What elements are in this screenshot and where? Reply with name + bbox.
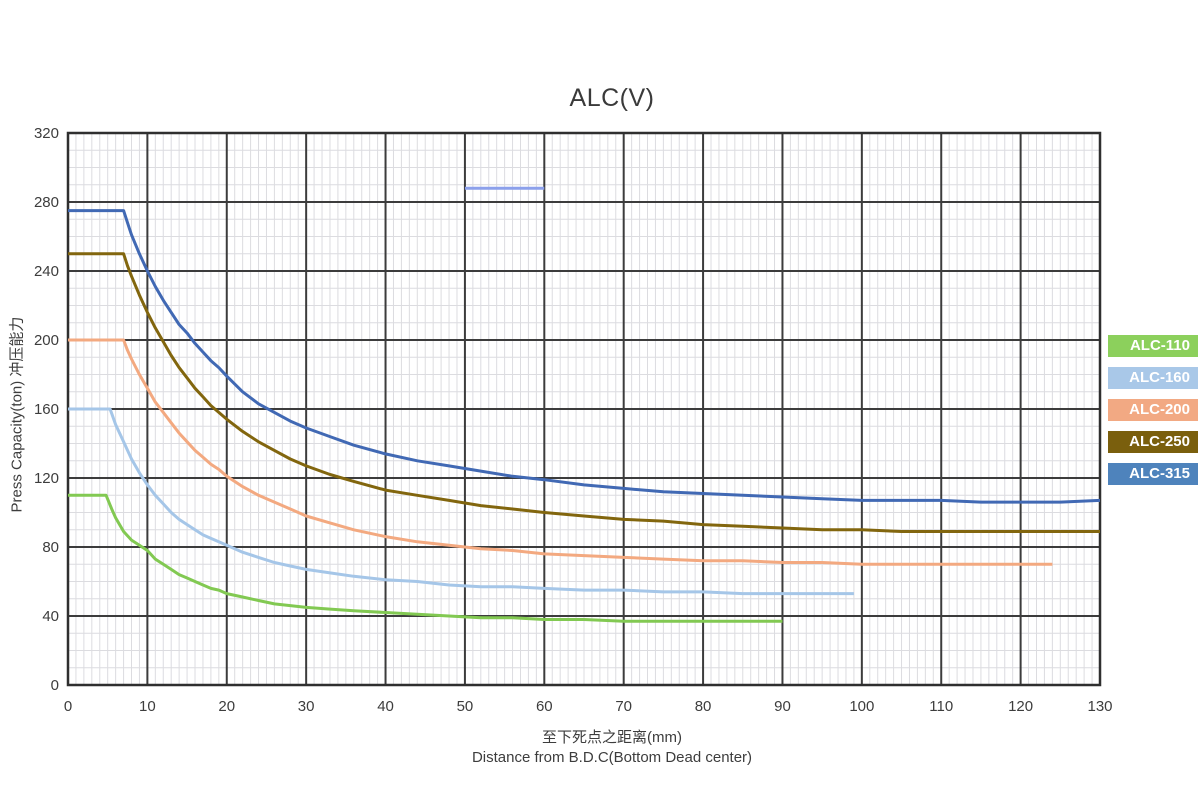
legend-item-alc-160: ALC-160: [1108, 367, 1198, 389]
series-curve-alc-110: [68, 493, 783, 623]
y-tick-label: 80: [42, 539, 59, 556]
x-tick-label: 120: [1008, 698, 1033, 715]
x-tick-label: 80: [695, 698, 712, 715]
series-curve-alc-160: [68, 407, 854, 596]
x-axis-title: 至下死点之距离(mm) Distance from B.D.C(Bottom D…: [96, 728, 1128, 768]
y-tick-label: 40: [42, 608, 59, 625]
legend-item-alc-250: ALC-250: [1108, 431, 1198, 453]
y-tick-label: 320: [34, 125, 59, 142]
legend: ALC-110 ALC-160 ALC-200 ALC-250 ALC-315: [1108, 335, 1198, 485]
series-curve-alc-200: [68, 338, 1053, 566]
x-tick-label: 40: [377, 698, 394, 715]
x-tick-label: 100: [849, 698, 874, 715]
legend-item-alc-200: ALC-200: [1108, 399, 1198, 421]
y-tick-label: 120: [34, 470, 59, 487]
x-tick-label: 130: [1087, 698, 1112, 715]
y-tick-label: 280: [34, 194, 59, 211]
x-tick-label: 20: [218, 698, 235, 715]
legend-item-alc-110: ALC-110: [1108, 335, 1198, 357]
x-tick-label: 60: [536, 698, 553, 715]
x-axis-title-en: Distance from B.D.C(Bottom Dead center): [471, 749, 753, 766]
x-tick-label: 0: [64, 698, 72, 715]
y-tick-label: 0: [51, 677, 59, 694]
series-curve-alc-250: [68, 252, 1100, 533]
y-tick-label: 160: [34, 401, 59, 418]
x-tick-label: 10: [139, 698, 156, 715]
legend-item-alc-315: ALC-315: [1108, 463, 1198, 485]
x-tick-label: 50: [457, 698, 474, 715]
series-curve-alc-315: [68, 209, 1101, 504]
x-tick-label: 90: [774, 698, 791, 715]
y-tick-label: 200: [34, 332, 59, 349]
x-tick-label: 30: [298, 698, 315, 715]
x-tick-label: 110: [929, 698, 953, 715]
x-tick-label: 70: [615, 698, 632, 715]
y-tick-label: 240: [34, 263, 59, 280]
chart-title: ALC(V): [569, 84, 655, 112]
x-axis-title-zh: 至下死点之距离(mm): [542, 729, 682, 746]
